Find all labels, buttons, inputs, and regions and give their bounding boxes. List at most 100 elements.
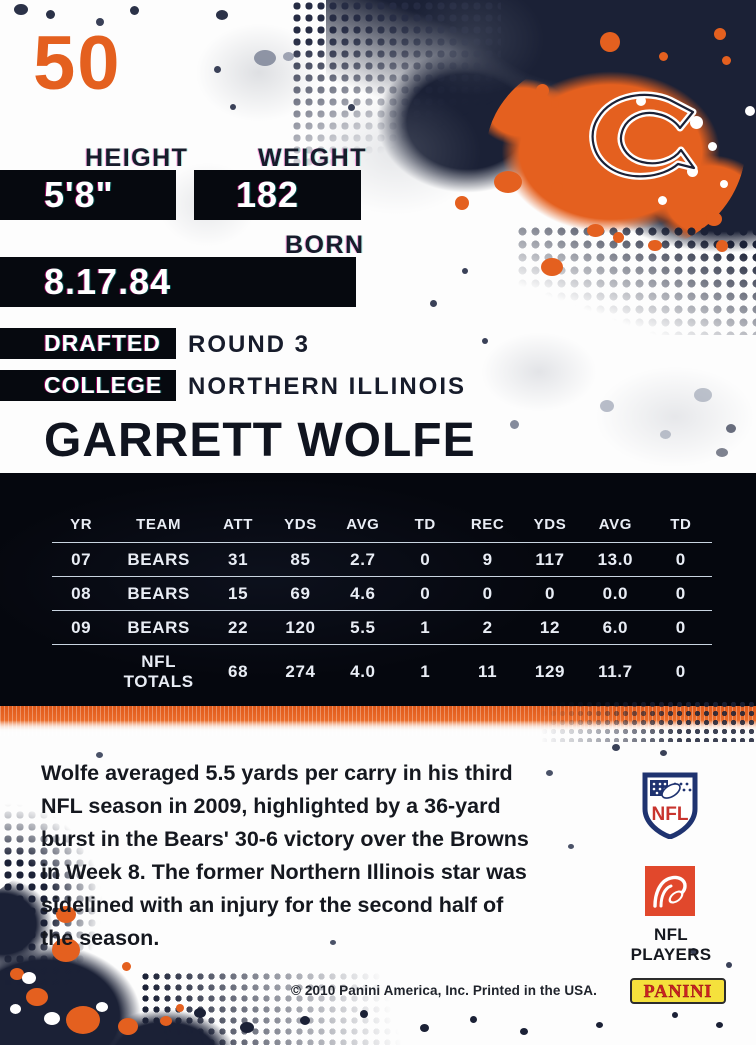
paint-dot — [551, 100, 559, 108]
paint-dot — [360, 1010, 368, 1018]
paint-dot — [482, 338, 488, 344]
paint-dot — [348, 104, 355, 111]
paint-dot — [660, 430, 671, 439]
paint-dot — [66, 1006, 100, 1034]
paint-dot — [118, 1018, 138, 1035]
stats-cell: 22 — [206, 610, 270, 645]
stats-cell: 0 — [649, 576, 712, 611]
stats-header-cell: TEAM — [136, 516, 182, 533]
paint-dot — [494, 171, 522, 193]
stats-header-cell: YDS — [284, 516, 317, 533]
stats-cell: 0 — [649, 644, 712, 698]
college-label: COLLEGE — [44, 372, 163, 398]
paint-dot — [568, 844, 574, 849]
paint-dot — [510, 420, 519, 429]
stats-cell: 120 — [269, 610, 332, 645]
panini-brand-logo: PANINI — [630, 978, 726, 1004]
paint-dot — [694, 388, 712, 402]
paint-dot — [690, 948, 697, 954]
paint-dot — [216, 10, 228, 20]
stats-header-cell: AVG — [346, 516, 380, 533]
stats-cell: 11 — [456, 644, 519, 698]
panini-wordmark: PANINI — [643, 980, 713, 1001]
weight-bar: 182 — [194, 170, 361, 220]
nfl-players-association-logo — [645, 866, 695, 916]
paint-dot — [520, 1028, 528, 1035]
stats-cell: 1 — [394, 644, 457, 698]
paint-dot — [14, 4, 28, 15]
weight-value: 182 — [236, 174, 300, 215]
stats-cell: 0 — [649, 610, 712, 645]
college-bar: COLLEGE — [0, 370, 176, 401]
paint-dot — [714, 28, 726, 40]
paint-dot — [658, 196, 667, 205]
drafted-label: DRAFTED — [44, 330, 161, 356]
paint-dot — [462, 268, 468, 274]
stats-header-cell: TD — [670, 516, 692, 533]
table-row: 09 BEARS 22 120 5.5 1 2 12 6.0 0 — [52, 610, 712, 645]
stats-cell: 15 — [206, 576, 270, 611]
stats-cell: 07 — [52, 542, 111, 577]
stats-cell: 5.5 — [331, 610, 395, 645]
stats-cell: NFL TOTALS — [110, 644, 207, 698]
stats-cell: 4.6 — [331, 576, 395, 611]
paint-dot — [330, 940, 336, 945]
stats-cell: 13.0 — [581, 542, 650, 577]
paint-dot — [612, 744, 620, 751]
paint-dot — [58, 942, 68, 951]
height-value: 5'8" — [44, 174, 114, 215]
born-bar: 8.17.84 — [0, 257, 356, 307]
paint-dot — [541, 258, 563, 276]
paint-dot — [600, 32, 620, 52]
paint-dot — [596, 1022, 603, 1028]
player-name: GARRETT WOLFE — [44, 414, 476, 467]
paint-dot — [10, 968, 24, 980]
paint-dot — [22, 972, 36, 984]
stats-cell: 85 — [269, 542, 332, 577]
stats-header-cell: ATT — [223, 516, 254, 533]
stats-cell: 1 — [394, 610, 457, 645]
halftone-dots-bottom — [140, 971, 560, 1045]
paint-dot — [600, 400, 614, 412]
college-value: NORTHERN ILLINOIS — [188, 373, 466, 400]
paint-dot — [726, 962, 732, 968]
paint-dot — [726, 424, 736, 433]
stats-header-cell: TD — [414, 516, 436, 533]
paint-dot — [420, 1024, 429, 1032]
svg-text:NFL: NFL — [652, 804, 689, 825]
band-speckle-dots — [540, 700, 756, 742]
stats-cell: 11.7 — [581, 644, 650, 698]
paint-dot — [130, 6, 139, 15]
stats-cell: 31 — [206, 542, 270, 577]
stats-cell: 68 — [206, 644, 270, 698]
stats-cell: 0.0 — [581, 576, 650, 611]
stats-cell: 2.7 — [331, 542, 395, 577]
orange-paint-splatter — [486, 52, 746, 252]
stats-cell: BEARS — [110, 610, 207, 645]
paint-dot — [587, 224, 604, 237]
player-bio-text: Wolfe averaged 5.5 yards per carry in hi… — [41, 761, 529, 950]
table-row: 07 BEARS 31 85 2.7 0 9 117 13.0 0 — [52, 542, 712, 577]
copyright-notice: © 2010 Panini America, Inc. Printed in t… — [291, 983, 597, 998]
paint-dot — [96, 752, 103, 758]
stats-cell: 129 — [518, 644, 582, 698]
paint-dot — [300, 1016, 310, 1025]
nfl-players-label: NFL PLAYERS — [630, 925, 712, 964]
stats-cell: 0 — [394, 542, 457, 577]
paint-dot — [672, 1012, 678, 1018]
stats-cell: 0 — [456, 576, 519, 611]
paint-dot — [613, 232, 624, 243]
paint-dot — [10, 1004, 21, 1014]
halftone-dots-top — [291, 0, 501, 175]
stats-cell: 6.0 — [581, 610, 650, 645]
height-bar: 5'8" — [0, 170, 176, 220]
chicago-bears-c-logo — [589, 91, 698, 180]
paint-dot — [46, 10, 55, 19]
paint-dot — [546, 770, 553, 776]
paint-dot — [659, 52, 668, 61]
stats-header-cell: YR — [70, 516, 93, 533]
paint-dot — [690, 116, 703, 129]
stats-header-row: YR TEAM ATT YDS AVG TD REC YDS AVG TD — [52, 516, 712, 543]
stats-cell: BEARS — [110, 542, 207, 577]
